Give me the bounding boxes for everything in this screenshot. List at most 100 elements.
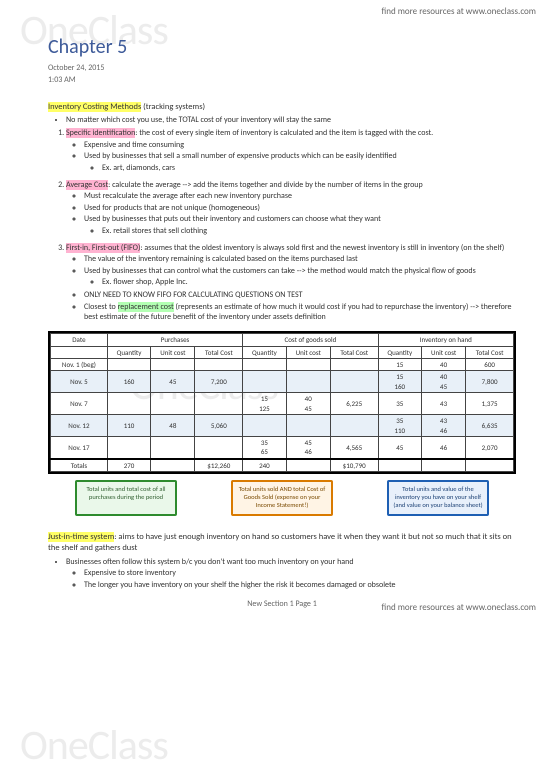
list-item: Expensive to store inventory — [84, 568, 516, 579]
table-cell — [243, 415, 286, 437]
table-cell: 4045 — [422, 371, 466, 393]
table-cell: Nov. 17 — [51, 437, 108, 459]
table-cell — [330, 371, 378, 393]
table-cell — [151, 393, 195, 415]
table-row: Nov. 12110485,0603511043466,635 — [51, 415, 514, 437]
methods-list: Specific identification: the cost of eve… — [48, 128, 516, 323]
table-cell — [107, 437, 150, 459]
section-jit: Just-in-time system: aims to have just e… — [48, 532, 516, 555]
table-cell: 1,375 — [466, 393, 514, 415]
page-time: 1:03 AM — [48, 75, 516, 86]
table-cell — [378, 459, 421, 472]
col-cogs: Cost of goods sold — [243, 334, 378, 346]
jit-heading-highlight: Just-in-time system — [48, 532, 114, 542]
example-item: Ex. retail stores that sell clothing — [102, 226, 516, 237]
list-item: No matter which cost you use, the TOTAL … — [66, 115, 516, 126]
method-desc: : assumes that the oldest inventory is a… — [140, 243, 504, 253]
th: Quantity — [107, 346, 150, 358]
th: Quantity — [378, 346, 421, 358]
table-cell — [151, 459, 195, 472]
table-cell: 6,225 — [330, 393, 378, 415]
table-cell — [330, 358, 378, 370]
table-cell: Nov. 1 (beg) — [51, 358, 108, 370]
th: Unit cost — [422, 346, 466, 358]
table-callouts: Total units and total cost of all purcha… — [48, 480, 516, 515]
method-desc: : the cost of every single item of inven… — [135, 128, 433, 138]
callout-inventory: Total units and value of the inventory y… — [387, 480, 489, 515]
th: Quantity — [243, 346, 286, 358]
table-cell — [286, 415, 330, 437]
method-average-cost: Average Cost: calculate the average --> … — [66, 180, 516, 237]
list-item: ONLY NEED TO KNOW FIFO FOR CALCULATING Q… — [84, 290, 516, 301]
table-cell: 7,200 — [195, 371, 243, 393]
example-item: Ex. art, diamonds, cars — [102, 163, 516, 174]
method-fifo: First-in, First-out (FIFO): assumes that… — [66, 243, 516, 324]
table-cell: 43 — [422, 393, 466, 415]
th: Total Cost — [195, 346, 243, 358]
callout-purchases: Total units and total cost of all purcha… — [75, 480, 177, 515]
method-specific-identification: Specific identification: the cost of eve… — [66, 128, 516, 174]
table-cell — [107, 358, 150, 370]
table-cell — [151, 358, 195, 370]
table-cell — [195, 393, 243, 415]
table-cell — [286, 459, 330, 472]
jit-bullets: Businesses often follow this system b/c … — [48, 557, 516, 591]
table-cell — [286, 371, 330, 393]
table-cell — [243, 358, 286, 370]
section-heading-tail: (tracking systems) — [141, 102, 205, 112]
method-name: Average Cost — [66, 180, 108, 190]
callout-cogs: Total units sold AND total Cost of Goods… — [231, 480, 333, 515]
list-item: Must recalculate the average after each … — [84, 191, 516, 202]
table-cell: 160 — [107, 371, 150, 393]
table-cell — [243, 371, 286, 393]
method-name: Specific identification — [66, 128, 135, 138]
list-item: Used for products that are not unique (h… — [84, 203, 516, 214]
table-cell: 4546 — [286, 437, 330, 459]
page-date: October 24, 2015 — [48, 63, 516, 74]
table-cell: Nov. 7 — [51, 393, 108, 415]
table-cell — [107, 393, 150, 415]
table-cell: 35110 — [378, 415, 421, 437]
table-cell: 2,070 — [466, 437, 514, 459]
table-row: Nov. 71512540456,22535431,375 — [51, 393, 514, 415]
table-cell: 270 — [107, 459, 150, 472]
jit-desc: : aims to have just enough inventory on … — [48, 532, 512, 553]
th: Total Cost — [466, 346, 514, 358]
table-cell — [286, 358, 330, 370]
watermark-bottom: OneClass — [20, 720, 168, 771]
table-cell: 15 — [378, 358, 421, 370]
table-cell: 4,565 — [330, 437, 378, 459]
table-cell: 240 — [243, 459, 286, 472]
table-row: Nov. 1 (beg) 1540600 — [51, 358, 514, 370]
table-cell — [151, 437, 195, 459]
table-cell: 40 — [422, 358, 466, 370]
example-item: Ex. flower shop, Apple Inc. — [102, 277, 516, 288]
list-item: Used by businesses that can control what… — [84, 266, 516, 277]
table-cell: 3565 — [243, 437, 286, 459]
table-body: Nov. 1 (beg) 1540600 Nov. 5160 45 7,200 15160… — [51, 358, 514, 471]
method-name: First-in, First-out (FIFO) — [66, 243, 140, 253]
section-inventory-costing: Inventory Costing Methods (tracking syst… — [48, 102, 516, 113]
list-item: The longer you have inventory on your sh… — [84, 580, 516, 591]
page-footer: New Section 1 Page 1 — [48, 599, 516, 610]
table-cell: 15160 — [378, 371, 421, 393]
col-inventory: Inventory on hand — [378, 334, 513, 346]
table-cell: Nov. 12 — [51, 415, 108, 437]
table-cell: 45 — [378, 437, 421, 459]
table-cell: Nov. 5 — [51, 371, 108, 393]
table-cell: 5,060 — [195, 415, 243, 437]
table-cell: 7,800 — [466, 371, 514, 393]
highlight-replacement-cost: replacement cost — [118, 302, 174, 312]
text: Closest to — [84, 302, 118, 312]
table-total-row: Totals270$12,260240$10,790 — [51, 459, 514, 472]
th: Unit cost — [286, 346, 330, 358]
table-cell: 48 — [151, 415, 195, 437]
table-cell — [330, 415, 378, 437]
fifo-table: Date Purchases Cost of goods sold Invent… — [48, 331, 516, 474]
table-cell — [422, 459, 466, 472]
th: Unit cost — [151, 346, 195, 358]
table-cell: Totals — [51, 459, 108, 472]
table-cell: 600 — [466, 358, 514, 370]
page-content: Chapter 5 October 24, 2015 1:03 AM Inven… — [0, 0, 546, 619]
table-cell: 6,635 — [466, 415, 514, 437]
